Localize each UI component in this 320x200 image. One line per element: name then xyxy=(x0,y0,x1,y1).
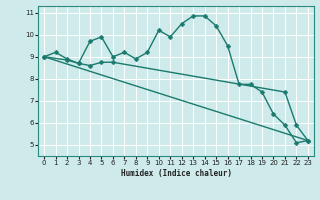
X-axis label: Humidex (Indice chaleur): Humidex (Indice chaleur) xyxy=(121,169,231,178)
